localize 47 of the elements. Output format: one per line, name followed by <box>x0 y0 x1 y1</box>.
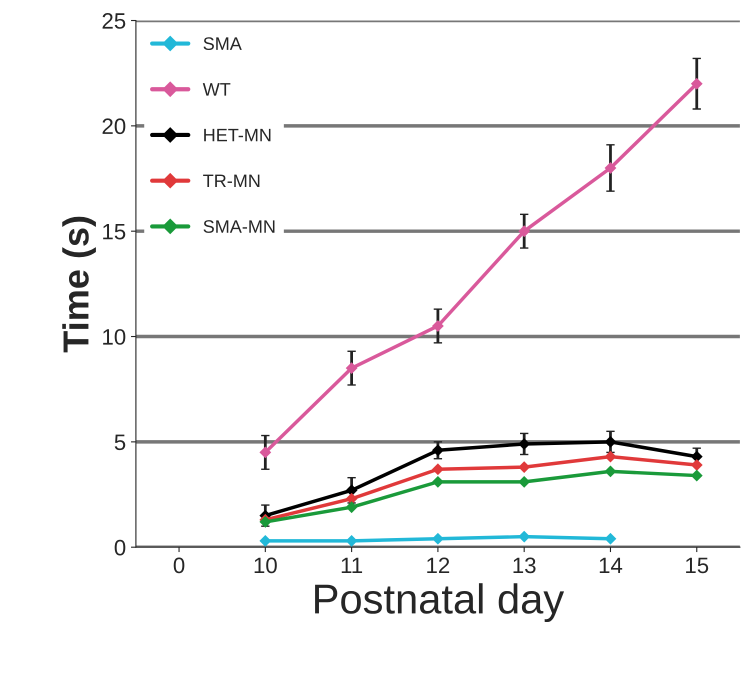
x-tick-label: 14 <box>600 558 622 574</box>
point <box>260 446 271 458</box>
point <box>432 533 444 544</box>
point <box>432 444 444 456</box>
y-tick-label: 20 <box>102 118 126 134</box>
y-tick-label: 15 <box>103 224 126 240</box>
point <box>691 451 702 462</box>
point <box>604 466 616 477</box>
point <box>518 462 530 473</box>
point <box>260 516 271 528</box>
point <box>691 78 702 90</box>
x-axis-title: Postnatal day <box>315 583 564 622</box>
x-tick-label: 12 <box>427 558 450 574</box>
x-tick-label: 15 <box>686 558 708 574</box>
legend-label: HET-MN <box>204 128 270 142</box>
point <box>346 484 358 496</box>
point <box>518 438 530 450</box>
point <box>604 436 616 448</box>
point <box>691 459 702 471</box>
y-tick-label: 0 <box>114 540 126 556</box>
point <box>604 533 616 544</box>
y-tick-label: 25 <box>102 13 126 29</box>
legend-label: WT <box>202 83 230 96</box>
legend-label: SMA-MN <box>204 220 274 233</box>
point <box>346 502 358 513</box>
point <box>346 535 358 546</box>
point <box>518 476 530 488</box>
point <box>346 362 358 374</box>
y-tick-label: 10 <box>103 329 126 345</box>
point <box>432 320 444 332</box>
point <box>432 476 444 488</box>
point <box>691 470 702 482</box>
x-tick-label: 13 <box>514 558 536 574</box>
point <box>518 226 530 237</box>
x-tick-label: 10 <box>254 558 277 574</box>
legend-label: TR-MN <box>203 174 260 188</box>
point <box>518 531 530 542</box>
point <box>604 162 616 174</box>
point <box>346 493 358 504</box>
x-tick-label: 11 <box>342 558 362 574</box>
legend-label: SMA <box>204 37 242 50</box>
point <box>604 451 616 462</box>
point <box>260 535 271 546</box>
y-axis-title: Time (s) <box>62 216 96 352</box>
x-tick-label: 0 <box>174 558 184 574</box>
y-tick-label: 5 <box>114 434 126 450</box>
point <box>432 464 444 475</box>
